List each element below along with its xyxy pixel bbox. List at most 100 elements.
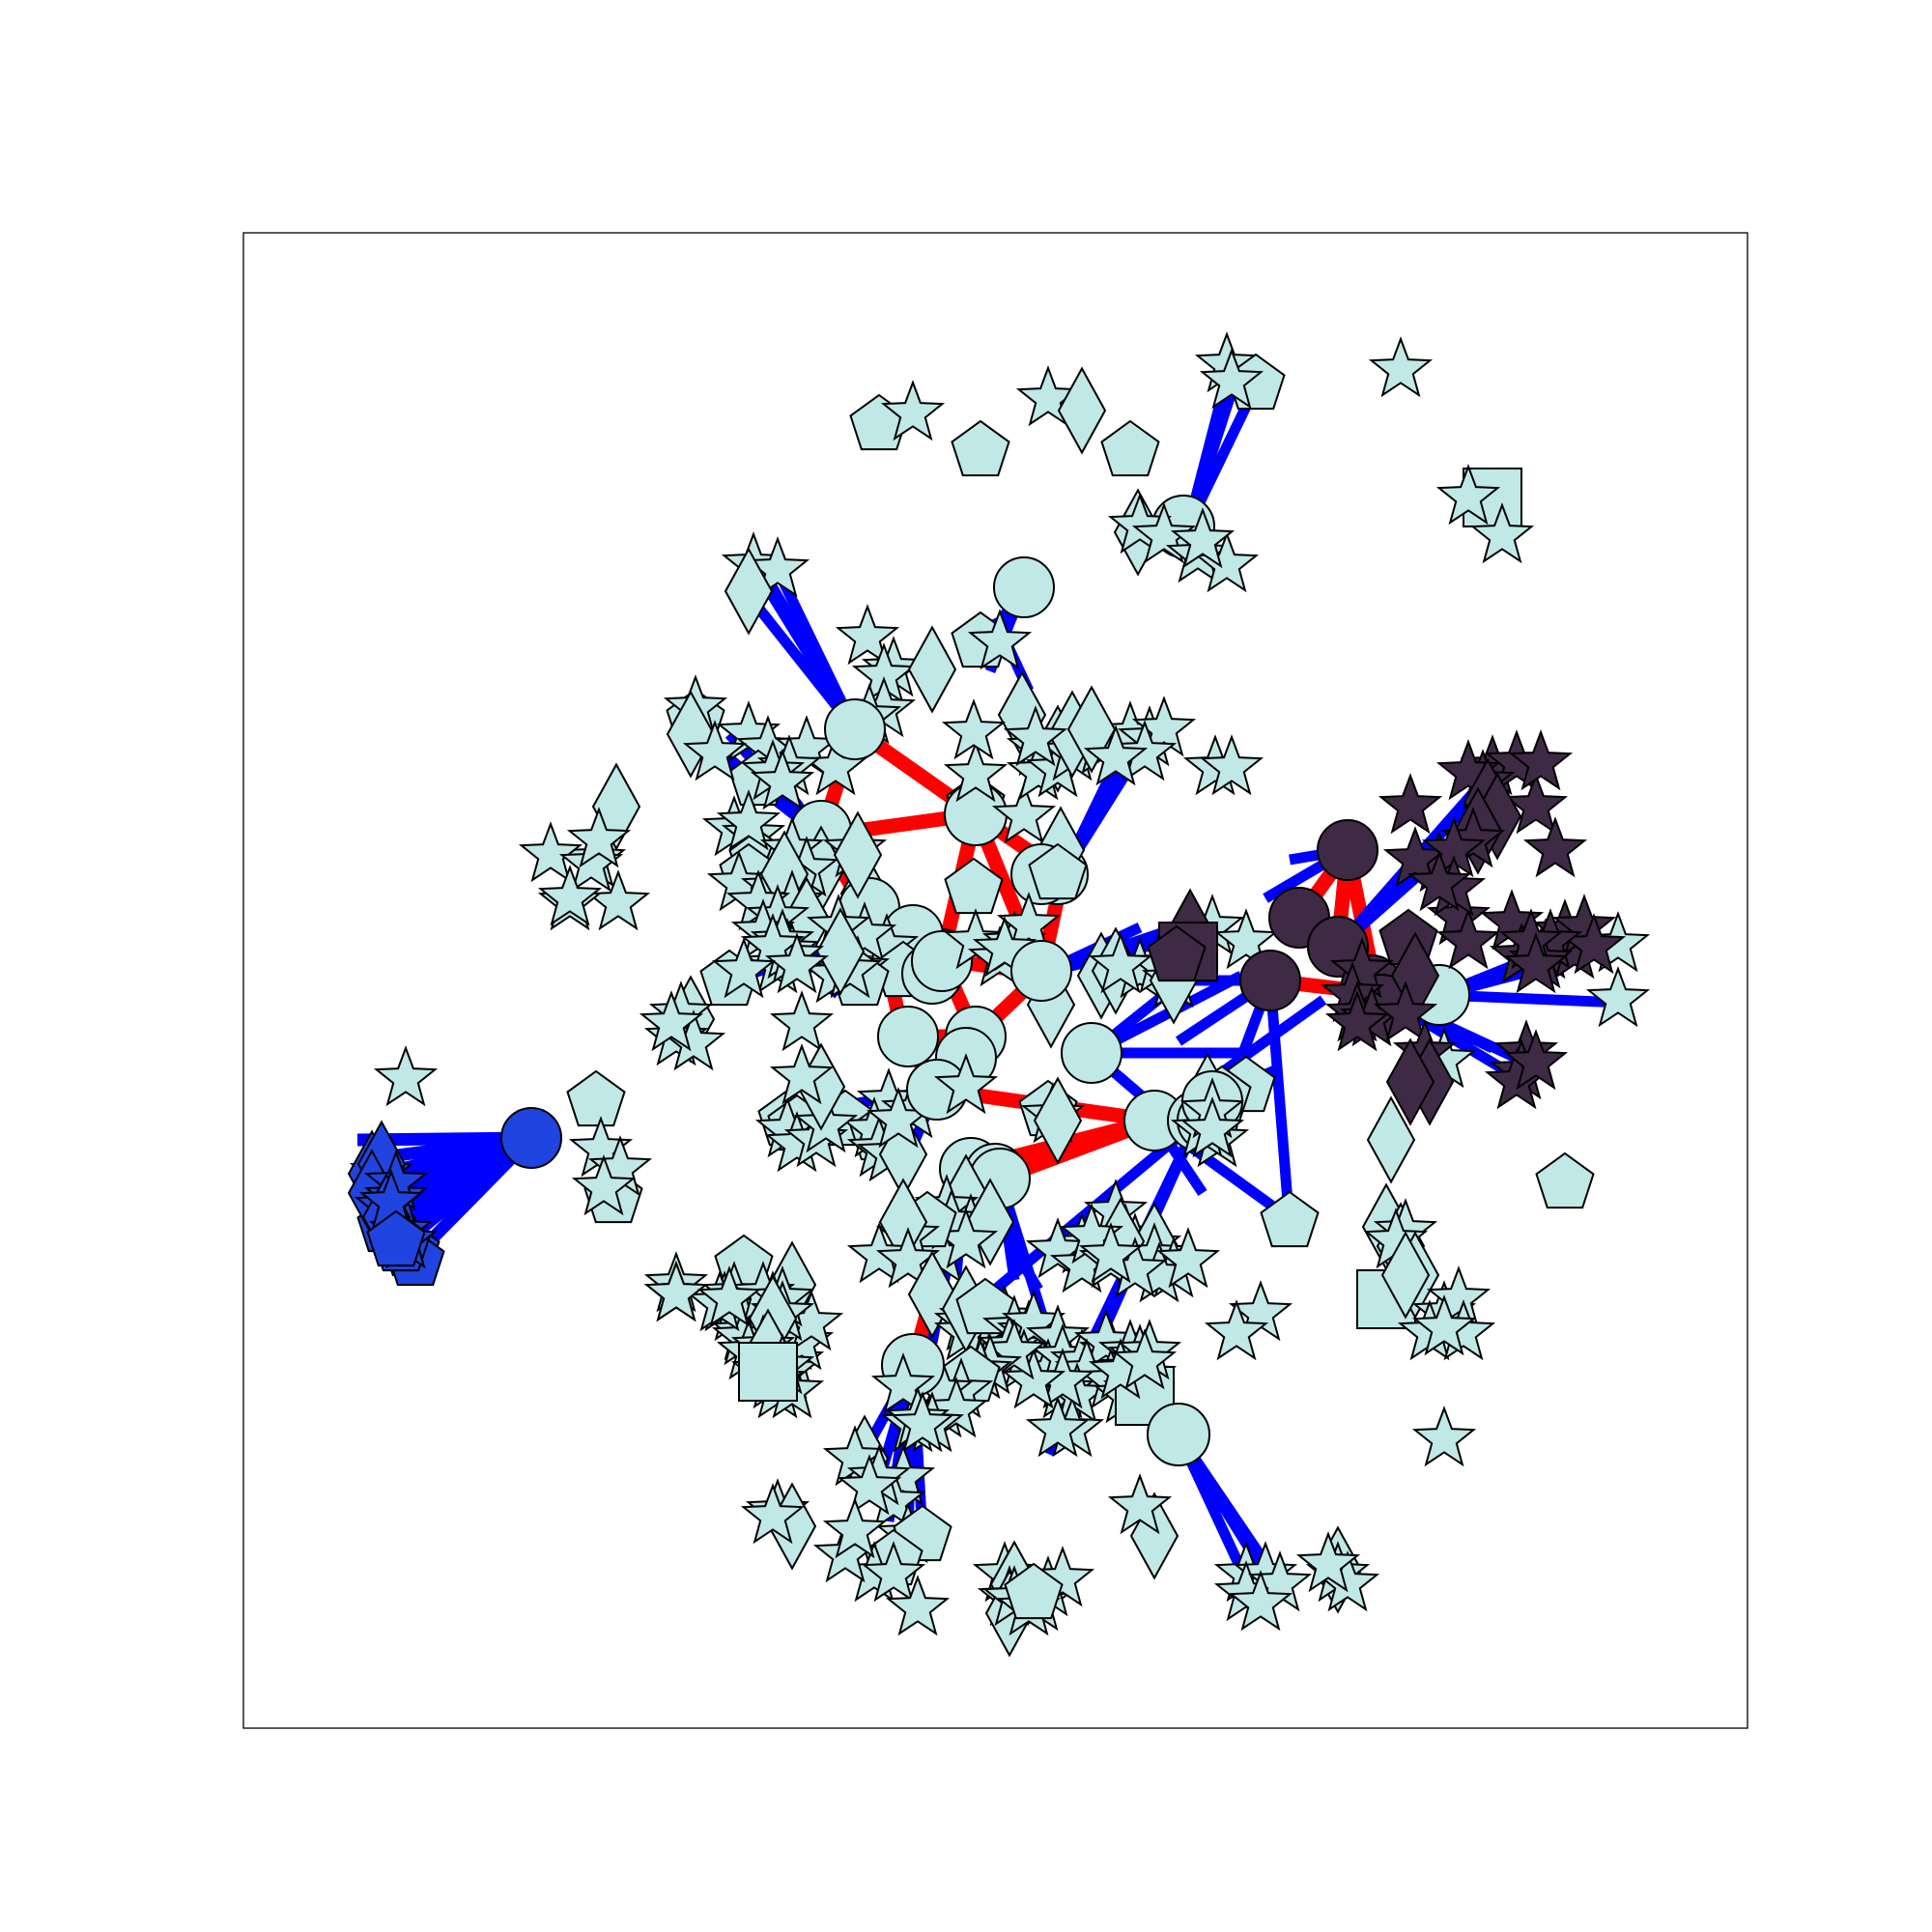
star-node-76 xyxy=(1003,705,1068,767)
star-node-321 xyxy=(769,990,835,1052)
star-node-301 xyxy=(1411,1406,1477,1467)
star-node-252 xyxy=(740,1483,806,1545)
star-node-426 xyxy=(1406,850,1472,912)
star-node-325 xyxy=(793,1092,859,1153)
star-node-389 xyxy=(1324,990,1390,1052)
circle-node-108 xyxy=(911,930,973,992)
star-node-338 xyxy=(571,1154,637,1216)
pentagon-node-116 xyxy=(1028,842,1088,900)
star-node-319 xyxy=(639,990,704,1052)
star-node-193 xyxy=(1025,1396,1091,1458)
diamond-node-23 xyxy=(724,547,774,636)
circle-node-376 xyxy=(1317,819,1378,881)
star-node-59 xyxy=(991,782,1057,844)
star-node-395 xyxy=(1508,729,1574,791)
star-node-127 xyxy=(1213,908,1279,970)
star-node-19 xyxy=(1170,507,1236,569)
star-node-303 xyxy=(1204,1299,1269,1361)
diamond-node-424 xyxy=(1385,1037,1435,1126)
star-node-60 xyxy=(943,741,1009,803)
star-node-34 xyxy=(835,604,900,666)
star-node-219 xyxy=(1155,1227,1221,1289)
star-node-253 xyxy=(822,1497,888,1559)
star-node-372 xyxy=(696,1265,762,1327)
star-node-282 xyxy=(1179,1096,1245,1158)
star-node-248 xyxy=(861,1541,926,1603)
star-node-235 xyxy=(870,1352,936,1414)
circle-node-45 xyxy=(824,698,886,760)
star-node-30 xyxy=(682,720,748,781)
star-node-328 xyxy=(518,821,583,883)
circle-node-145 xyxy=(1061,1022,1122,1084)
star-node-1 xyxy=(880,380,946,441)
pentagon-node-334 xyxy=(566,1069,626,1127)
star-node-70 xyxy=(1131,696,1197,757)
star-node-390 xyxy=(1378,773,1443,835)
star-node-388 xyxy=(1373,980,1438,1042)
diamond-node-287 xyxy=(1366,1095,1416,1184)
star-node-276 xyxy=(1295,1531,1361,1593)
star-node-156 xyxy=(933,1053,999,1115)
node-layer xyxy=(347,331,1651,1658)
pentagon-node-2 xyxy=(951,419,1010,477)
diamond-node-4 xyxy=(1057,366,1107,455)
star-node-75 xyxy=(1083,724,1149,786)
star-node-11 xyxy=(1435,464,1501,526)
star-node-327 xyxy=(769,1043,835,1105)
pentagon-node-264 xyxy=(1004,1562,1064,1620)
star-node-331 xyxy=(566,807,632,868)
star-node-394 xyxy=(1522,816,1588,878)
star-node-9 xyxy=(1368,336,1434,398)
star-node-393 xyxy=(1503,773,1569,835)
pentagon-node-277 xyxy=(1260,1190,1320,1248)
star-node-77 xyxy=(941,698,1007,760)
star-node-314 xyxy=(711,937,777,999)
diamond-node-295 xyxy=(1380,1231,1431,1320)
pentagon-node-5 xyxy=(1100,419,1160,477)
star-node-272 xyxy=(1228,1570,1293,1632)
circle-node-204 xyxy=(1147,1403,1210,1466)
star-node-221 xyxy=(1078,1222,1144,1284)
diamond-node-113 xyxy=(815,907,866,996)
star-node-73 xyxy=(1199,734,1264,796)
diamond-node-38 xyxy=(907,625,957,714)
circle-node-138 xyxy=(877,1006,939,1067)
star-node-417 xyxy=(1503,932,1569,994)
circle-node-427 xyxy=(500,1107,562,1169)
diamond-node-90 xyxy=(833,810,883,899)
pentagon-node-283 xyxy=(1535,1151,1595,1209)
star-node-118 xyxy=(972,916,1037,978)
square-node-369 xyxy=(738,1342,798,1402)
circle-node-379 xyxy=(1239,950,1301,1011)
star-node-333 xyxy=(373,1045,439,1107)
diamond-node-144 xyxy=(1033,1076,1083,1165)
star-node-55 xyxy=(716,789,781,851)
star-node-39 xyxy=(967,609,1033,670)
plot-frame xyxy=(242,232,1748,1729)
circle-node-20 xyxy=(993,556,1055,618)
star-node-8 xyxy=(1199,348,1264,410)
star-node-168 xyxy=(875,1227,941,1289)
star-node-125 xyxy=(1088,932,1153,994)
star-node-16 xyxy=(1131,502,1197,564)
star-node-56 xyxy=(750,749,815,810)
star-node-243 xyxy=(837,1454,902,1516)
star-node-332 xyxy=(537,865,603,926)
star-node-237 xyxy=(890,1391,955,1453)
weak-edge-85 xyxy=(1264,980,1295,1228)
pentagon-node-81 xyxy=(944,857,1004,915)
pentagon-node-444 xyxy=(366,1209,426,1267)
star-node-267 xyxy=(1107,1473,1173,1535)
circle-node-58 xyxy=(944,782,1008,846)
star-node-254 xyxy=(885,1575,951,1636)
star-node-312 xyxy=(764,932,830,994)
star-node-285 xyxy=(1585,966,1651,1028)
star-node-423 xyxy=(1503,1029,1569,1091)
star-node-297 xyxy=(1426,1265,1492,1327)
star-node-371 xyxy=(643,1261,709,1322)
circle-node-119 xyxy=(1010,940,1072,1002)
pentagon-node-375 xyxy=(1147,924,1207,982)
star-node-12 xyxy=(1469,502,1535,564)
star-node-300 xyxy=(1411,1294,1477,1356)
